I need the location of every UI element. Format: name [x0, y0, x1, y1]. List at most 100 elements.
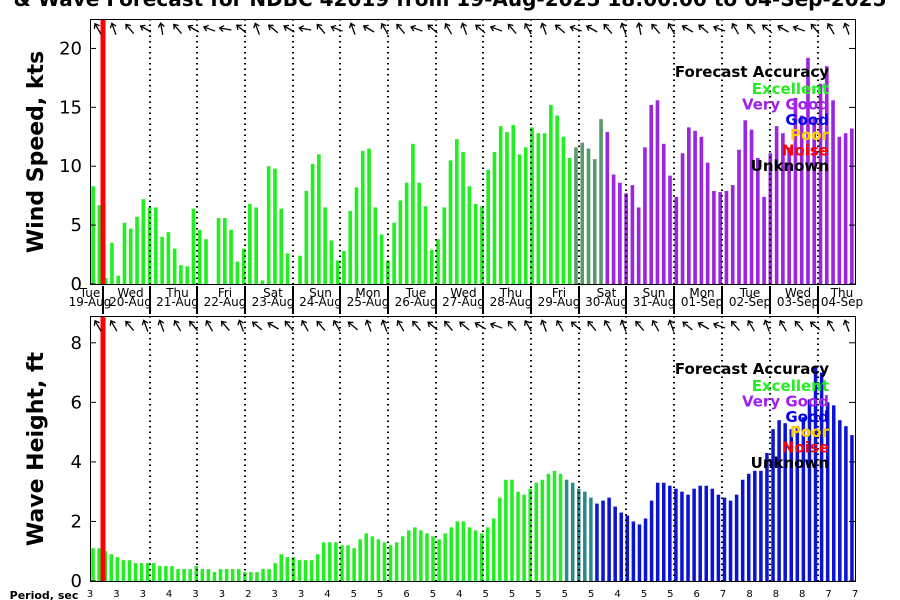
bar [630, 185, 635, 284]
bar [574, 147, 578, 284]
direction-arrow [667, 319, 675, 332]
bar [771, 429, 775, 581]
bar [419, 530, 423, 581]
legend-title: Forecast Accuracy [675, 63, 829, 81]
direction-arrow [635, 22, 643, 36]
period-value: 5 [535, 589, 541, 600]
bar [216, 218, 221, 284]
bar [753, 470, 757, 581]
bar [230, 569, 235, 581]
direction-arrow [267, 24, 279, 34]
bar [431, 536, 435, 581]
bar [317, 154, 321, 284]
bar [429, 249, 434, 284]
bar [97, 205, 102, 284]
direction-arrow [284, 320, 294, 332]
bar [110, 242, 114, 284]
bar [636, 207, 641, 284]
direction-arrow [253, 22, 260, 35]
y-tick-label: 0 [71, 274, 82, 295]
bar [182, 569, 186, 581]
bar [248, 203, 252, 284]
bar [505, 132, 509, 284]
direction-arrow [570, 321, 582, 331]
period-value: 4 [324, 589, 330, 600]
bar [218, 569, 223, 581]
bar [323, 207, 327, 284]
period-value: 3 [113, 589, 119, 600]
bar [235, 261, 240, 284]
bar [595, 503, 599, 581]
legend-item: Noise [782, 439, 829, 457]
bar [128, 228, 133, 284]
direction-arrow [569, 24, 582, 32]
bar [164, 566, 168, 581]
direction-arrow [540, 319, 547, 332]
direction-arrow [364, 319, 372, 332]
bar [346, 545, 350, 581]
bar [510, 479, 514, 581]
bar [795, 426, 800, 581]
direction-arrow [251, 321, 263, 331]
bar [413, 527, 417, 581]
direction-arrow [698, 24, 709, 34]
bar [297, 560, 302, 581]
day-labels: Tue19-AugWed20-AugThu21-AugFri22-AugSat2… [69, 286, 863, 314]
direction-arrow [125, 320, 135, 332]
day-of-week-label: Tue [739, 286, 761, 300]
date-label: 24-Aug [299, 295, 342, 309]
bar [649, 500, 654, 581]
period-value: 3 [192, 589, 198, 600]
bar [643, 518, 648, 581]
date-label: 26-Aug [395, 295, 438, 309]
wave-y-axis-label: Wave Height, ft [24, 351, 49, 546]
date-label: 30-Aug [585, 295, 628, 309]
date-label: 31-Aug [633, 295, 676, 309]
direction-arrow [316, 320, 326, 332]
bar [844, 426, 848, 581]
direction-arrow [587, 320, 597, 332]
bar [592, 159, 597, 284]
period-value: 5 [430, 589, 436, 600]
bar [552, 470, 557, 581]
direction-arrow [93, 22, 102, 35]
bar [261, 569, 265, 581]
bar [273, 563, 277, 581]
bar [737, 149, 741, 284]
wave-day-gridlines [100, 316, 819, 581]
bar [631, 521, 636, 581]
y-tick-label: 5 [71, 215, 82, 236]
bar [605, 132, 610, 284]
bar [376, 539, 381, 581]
bar [687, 127, 691, 284]
bar [473, 203, 478, 284]
direction-arrow [810, 23, 820, 35]
legend-item: Poor [790, 423, 830, 441]
period-value: 8 [799, 589, 805, 600]
direction-arrow [427, 321, 438, 331]
bar [191, 208, 196, 284]
bar [354, 187, 359, 284]
direction-arrow [681, 24, 694, 33]
bar [718, 192, 723, 284]
bar [273, 168, 277, 284]
bar [516, 491, 520, 581]
bar [806, 57, 810, 285]
bar [109, 554, 114, 581]
wind-y-axis-label: Wind Speed, kts [24, 51, 49, 253]
bar [740, 479, 745, 581]
direction-arrow [218, 25, 232, 33]
direction-arrow [396, 23, 406, 35]
bar [534, 482, 539, 581]
bar [837, 136, 842, 284]
bar [618, 182, 622, 284]
wave-direction-arrows [93, 319, 850, 332]
direction-arrow [410, 24, 423, 32]
legend-item: Excellent [752, 80, 829, 98]
bar [498, 126, 503, 285]
bar [249, 572, 253, 581]
bar [255, 572, 259, 581]
bar [485, 527, 490, 581]
bar [819, 372, 824, 581]
